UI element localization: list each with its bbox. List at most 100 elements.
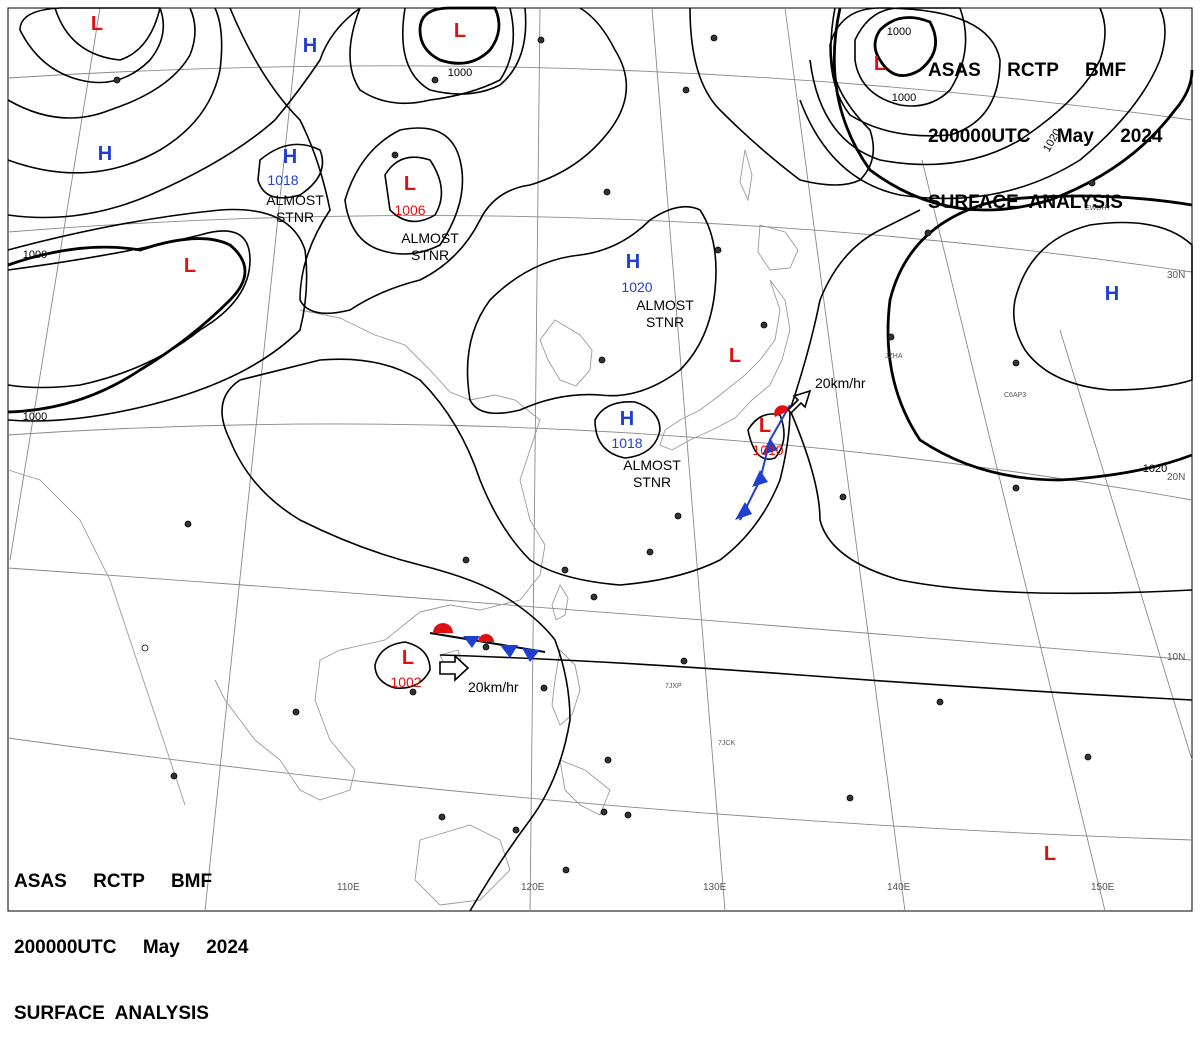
title-line-2: 200000UTC May 2024 — [928, 126, 1162, 148]
station-code: JZHA — [885, 353, 903, 360]
isobar — [222, 359, 790, 585]
station-marker — [601, 809, 607, 815]
isobar-label: 1000 — [448, 67, 472, 79]
isobar-1020 — [888, 196, 1192, 480]
coastlines — [8, 150, 798, 905]
high-pressure-marker: H — [303, 35, 317, 57]
station-code: C6AP3 — [1004, 392, 1026, 399]
low-pressure-marker: L — [874, 53, 886, 75]
meridian-100e — [10, 8, 100, 560]
title-line-3: SURFACE ANALYSIS — [14, 1003, 248, 1025]
isobar — [8, 210, 307, 422]
longitude-label: 150E — [1091, 882, 1115, 893]
cold-front-triangle — [463, 636, 480, 648]
low-pressure-marker: L — [729, 345, 741, 367]
low-pressure-marker: L — [184, 255, 196, 277]
low-pressure-marker: L — [759, 415, 771, 437]
isobar — [8, 8, 222, 173]
low-pressure-marker: L — [91, 13, 103, 35]
station-marker — [847, 795, 853, 801]
chart-title-top: ASAS RCTP BMF 200000UTC May 2024 SURFACE… — [928, 16, 1162, 236]
pressure-center-value: 1018 — [267, 172, 298, 188]
longitude-label: 120E — [521, 882, 545, 893]
warm-front-semicircle — [478, 634, 494, 642]
isobar-label: 1000 — [892, 92, 916, 104]
coast-china — [300, 310, 545, 612]
station-marker — [625, 812, 631, 818]
coast-korea — [540, 320, 592, 386]
motion-speed-label: 20km/hr — [815, 375, 866, 391]
title-line-2: 200000UTC May 2024 — [14, 937, 248, 959]
station-marker — [1013, 360, 1019, 366]
latitude-label: 20N — [1167, 472, 1185, 483]
isobar-label: 1000 — [23, 249, 47, 261]
movement-note: ALMOST STNR — [636, 297, 694, 330]
station-marker — [562, 567, 568, 573]
motion-arrow-east — [440, 656, 468, 680]
latitude-label: 10N — [1167, 652, 1185, 663]
station-marker — [683, 87, 689, 93]
coast-hokkaido — [758, 225, 798, 270]
station-marker — [599, 357, 605, 363]
movement-note: ALMOST STNR — [623, 457, 681, 490]
station-marker — [142, 645, 148, 651]
pressure-center-value: 1018 — [611, 435, 642, 451]
station-marker — [888, 334, 894, 340]
coast-indochina — [215, 612, 420, 800]
station-marker — [711, 35, 717, 41]
pressure-center-value: 1002 — [390, 674, 421, 690]
station-marker — [114, 77, 120, 83]
station-marker — [171, 773, 177, 779]
station-marker — [604, 189, 610, 195]
parallel-0 — [8, 738, 1192, 840]
cold-front-triangle — [522, 648, 540, 662]
meridian-120e — [530, 8, 540, 911]
low-pressure-marker: L — [1044, 843, 1056, 865]
motion-labels: 20km/hr 20km/hr — [468, 375, 866, 695]
station-marker — [1013, 485, 1019, 491]
isobar-label: 1000 — [23, 411, 47, 423]
warm-front-semicircle — [433, 623, 453, 633]
movement-note: ALMOST STNR — [401, 230, 459, 263]
station-marker — [563, 867, 569, 873]
title-line-1: ASAS RCTP BMF — [928, 60, 1162, 82]
coast-taiwan — [552, 585, 568, 620]
station-marker — [538, 37, 544, 43]
movement-note: ALMOST STNR — [266, 192, 324, 225]
station-marker — [1085, 754, 1091, 760]
meridian-110e — [205, 8, 300, 911]
coast-india — [8, 470, 185, 805]
station-marker — [293, 709, 299, 715]
pressure-center-value: 1010 — [752, 442, 783, 458]
graticule-labels: 110E 120E 130E 140E 150E 30N 20N 10N — [337, 270, 1185, 893]
coast-sakhalin — [740, 150, 752, 200]
high-pressure-marker: H — [1105, 283, 1119, 305]
station-marker — [463, 557, 469, 563]
low-pressure-marker: L — [404, 173, 416, 195]
cold-front-triangle — [752, 470, 768, 487]
station-marker — [715, 247, 721, 253]
isobar-label: 1020 — [1143, 463, 1167, 475]
cold-front-triangle — [500, 645, 518, 658]
isobar — [440, 655, 1192, 700]
station-marker — [185, 521, 191, 527]
low-pressure-marker: L — [402, 647, 414, 669]
station-marker — [647, 549, 653, 555]
station-code: 7JCK — [718, 740, 735, 747]
station-marker — [591, 594, 597, 600]
coast-philippines-south — [560, 760, 610, 815]
isobar-label: 1000 — [887, 26, 911, 38]
high-pressure-marker: H — [620, 408, 634, 430]
station-marker — [513, 827, 519, 833]
meridian-160e — [1060, 330, 1192, 760]
high-pressure-marker: H — [626, 251, 640, 273]
station-marker — [439, 814, 445, 820]
isobar — [1014, 223, 1192, 391]
station-code: 7JXP — [665, 683, 682, 690]
isobar — [55, 8, 160, 60]
station-marker — [840, 494, 846, 500]
longitude-label: 130E — [703, 882, 727, 893]
high-pressure-marker: H — [98, 143, 112, 165]
station-marker — [937, 699, 943, 705]
title-line-1: ASAS RCTP BMF — [14, 871, 248, 893]
